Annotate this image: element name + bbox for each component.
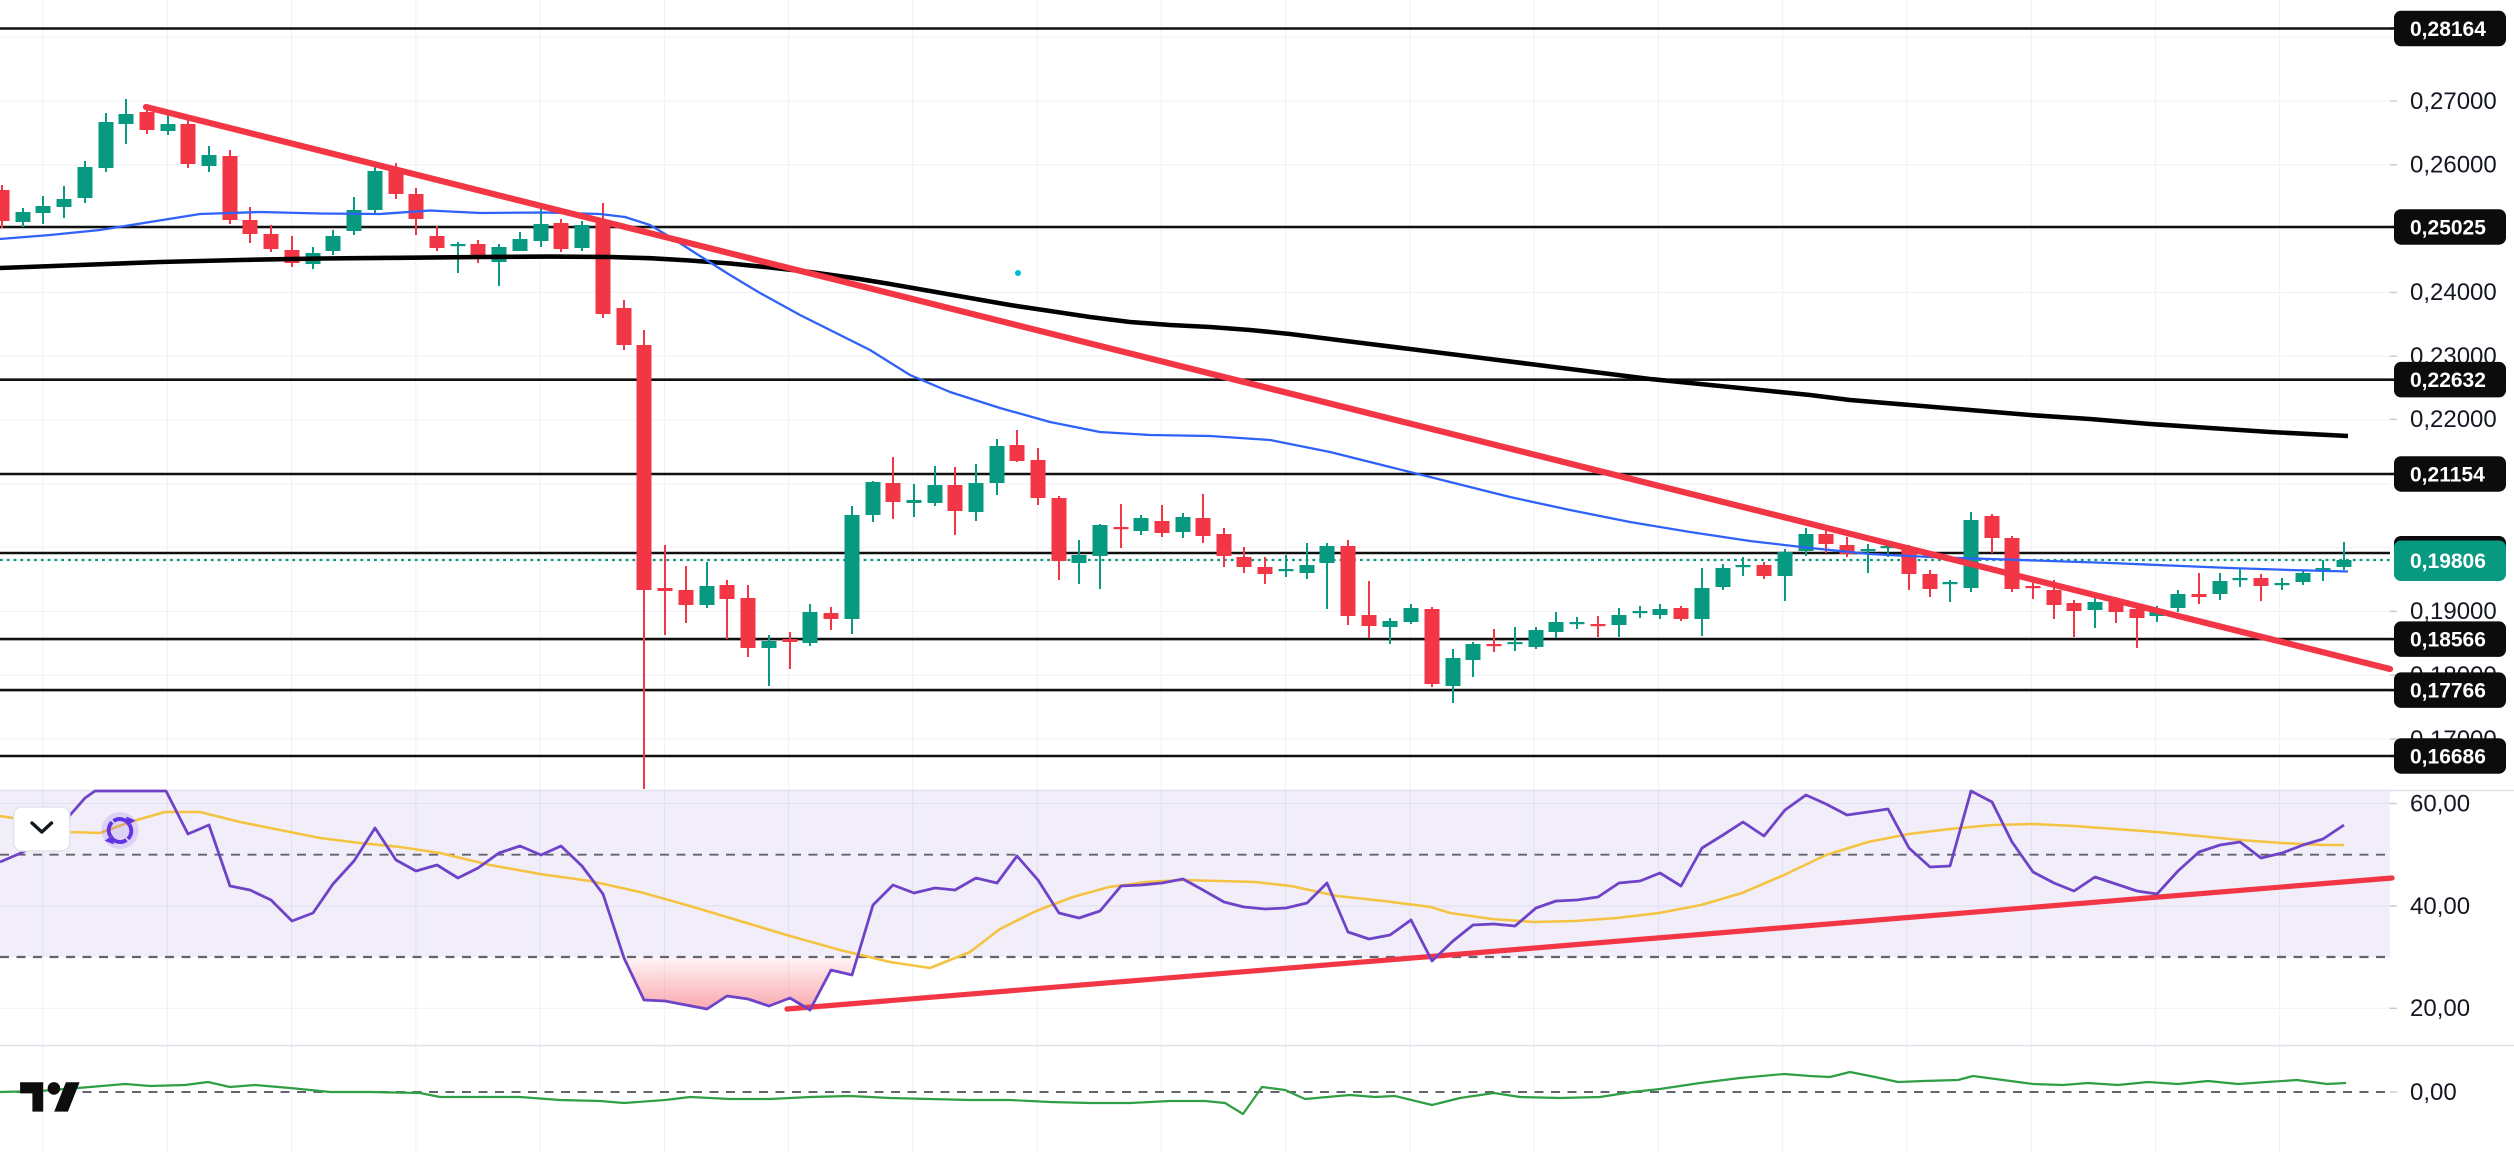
svg-text:0,28164: 0,28164 [2410,18,2486,41]
svg-text:0,18566: 0,18566 [2410,629,2486,652]
svg-text:0,22632: 0,22632 [2410,369,2486,392]
svg-text:0,00: 0,00 [2410,1079,2457,1106]
svg-text:0,27000: 0,27000 [2410,88,2497,115]
svg-text:0,24000: 0,24000 [2410,279,2497,306]
svg-text:0,25025: 0,25025 [2410,217,2486,240]
svg-text:0,26000: 0,26000 [2410,152,2497,179]
svg-text:60,00: 60,00 [2410,790,2470,817]
svg-text:40,00: 40,00 [2410,893,2470,920]
svg-text:20,00: 20,00 [2410,995,2470,1022]
svg-text:0,21154: 0,21154 [2410,464,2485,487]
svg-text:0,17766: 0,17766 [2410,680,2486,703]
svg-text:0,19806: 0,19806 [2410,550,2486,573]
svg-text:0,16686: 0,16686 [2410,746,2486,769]
svg-text:0,22000: 0,22000 [2410,406,2497,433]
svg-text:0,19000: 0,19000 [2410,598,2497,625]
